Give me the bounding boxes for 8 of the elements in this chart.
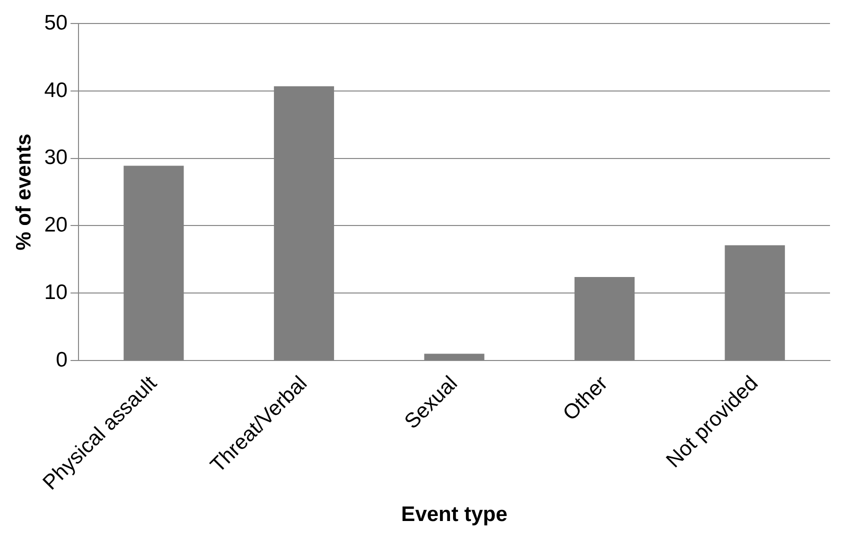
- y-tick-label: 40: [44, 78, 68, 102]
- x-axis-title: Event type: [401, 503, 508, 526]
- y-tick-label: 0: [56, 348, 68, 372]
- y-tick-label: 10: [44, 280, 68, 304]
- y-tick-label: 20: [44, 214, 68, 237]
- y-tick-label: 30: [44, 146, 68, 170]
- y-axis-title: % of events: [12, 134, 36, 250]
- y-tick-label: 50: [44, 11, 68, 34]
